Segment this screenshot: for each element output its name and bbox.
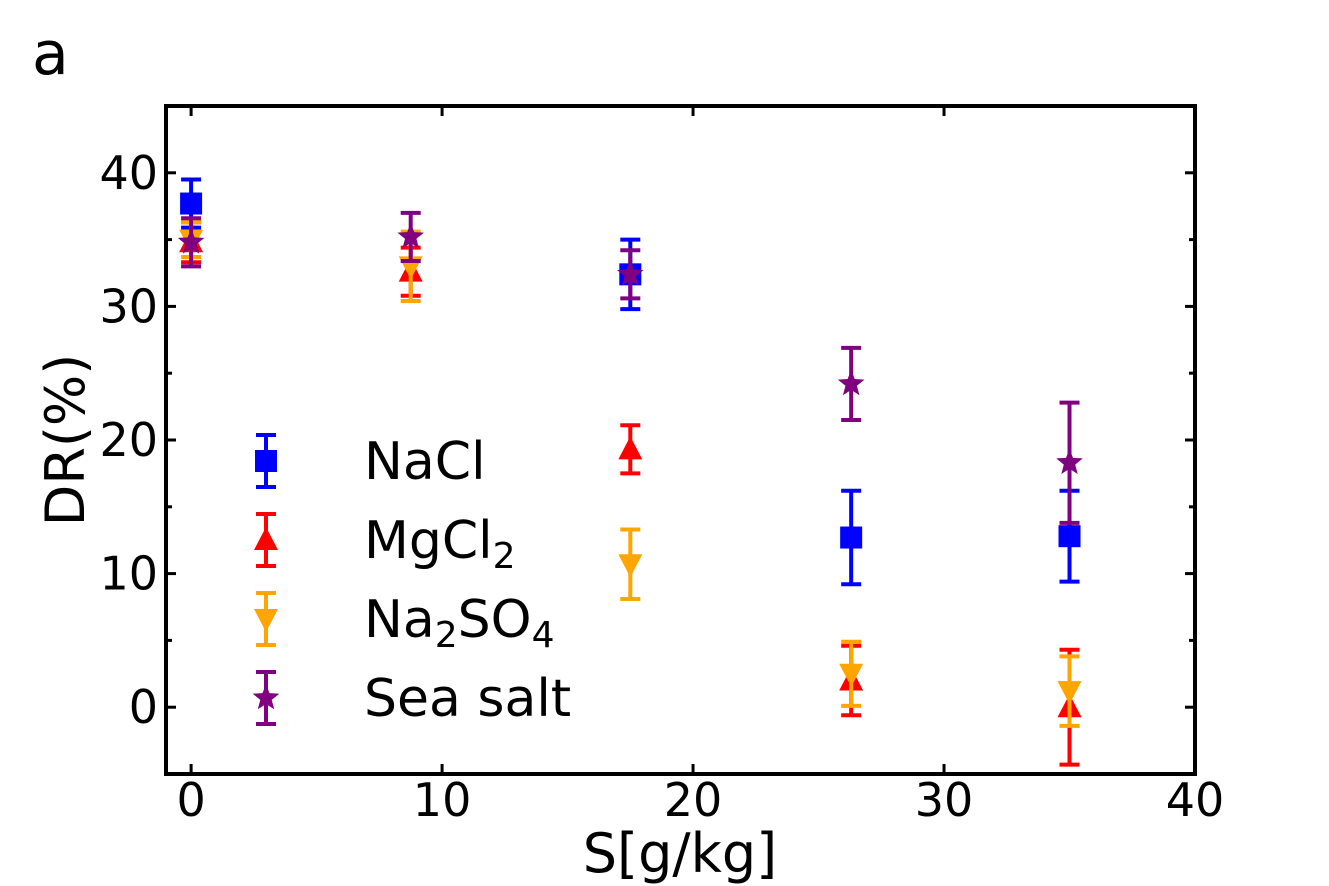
data-point bbox=[1058, 525, 1081, 548]
y-tick-label: 40 bbox=[99, 146, 158, 200]
y-tick-label: 10 bbox=[99, 547, 158, 601]
data-point bbox=[180, 192, 203, 215]
data-point bbox=[397, 222, 424, 249]
legend-item-sea-salt: Sea salt bbox=[252, 669, 571, 729]
legend-label: NaCl bbox=[364, 432, 486, 492]
legend-item-mgcl2: MgCl2 bbox=[254, 511, 516, 577]
x-tick-label: 30 bbox=[915, 773, 974, 827]
data-point bbox=[840, 526, 863, 549]
legend: NaCl MgCl2 Na2SO4 Sea salt bbox=[252, 432, 571, 729]
data-point bbox=[1056, 448, 1083, 474]
legend-item-nacl: NaCl bbox=[255, 432, 486, 492]
data-point bbox=[177, 228, 205, 254]
series-nacl bbox=[180, 177, 1081, 587]
x-axis-title: S[g/kg] bbox=[583, 822, 777, 885]
x-tick-label: 0 bbox=[176, 773, 205, 827]
series-sea-salt bbox=[177, 210, 1083, 525]
data-point bbox=[618, 554, 643, 578]
legend-marker bbox=[255, 450, 277, 472]
data-point bbox=[837, 369, 865, 396]
x-tick-label: 10 bbox=[413, 773, 472, 827]
data-point bbox=[618, 436, 643, 460]
legend-label: Sea salt bbox=[364, 669, 571, 729]
x-axis: 0 10 20 30 40 bbox=[176, 106, 1224, 827]
plot-frame bbox=[164, 104, 1197, 776]
y-tick-label: 30 bbox=[99, 279, 158, 333]
data-point bbox=[617, 260, 644, 286]
legend-marker bbox=[254, 527, 278, 550]
legend-marker bbox=[254, 609, 278, 632]
y-tick-label: 0 bbox=[129, 680, 158, 734]
plot-area bbox=[177, 177, 1083, 767]
panel-label: a bbox=[32, 19, 69, 89]
y-axis-title: DR(%) bbox=[34, 354, 97, 527]
y-tick-label: 20 bbox=[99, 413, 158, 467]
x-tick-label: 40 bbox=[1166, 773, 1225, 827]
legend-label: Na2SO4 bbox=[364, 590, 555, 656]
legend-marker bbox=[252, 684, 280, 710]
data-point bbox=[839, 663, 864, 687]
data-point bbox=[1057, 681, 1082, 705]
x-tick-label: 20 bbox=[664, 773, 723, 827]
legend-label: MgCl2 bbox=[364, 511, 516, 577]
legend-item-na2so4: Na2SO4 bbox=[254, 590, 555, 656]
y-axis: 0 10 20 30 40 bbox=[99, 104, 1195, 776]
